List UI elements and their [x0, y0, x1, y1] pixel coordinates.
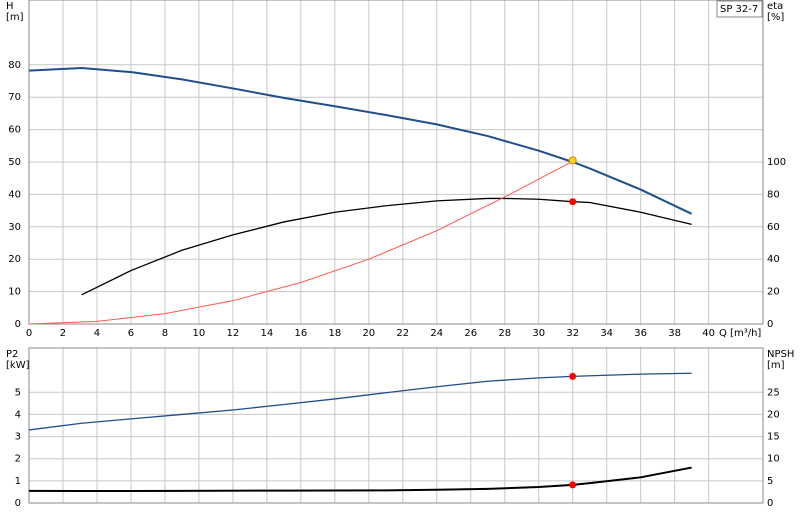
x-tick-label: 28 [498, 328, 511, 339]
x-axis-label: Q [m³/h] [719, 328, 761, 339]
x-tick-label: 12 [227, 328, 240, 339]
y2-tick-label: 15 [767, 432, 780, 443]
y2-tick-label: 5 [767, 476, 773, 487]
y2-tick-label: 0 [767, 319, 773, 330]
y-axis-label: P2 [6, 349, 18, 360]
x-tick-label: 18 [328, 328, 341, 339]
y-tick-label: 50 [8, 157, 21, 168]
y-tick-label: 40 [8, 189, 21, 200]
y-tick-label: 0 [15, 319, 21, 330]
y2-tick-label: 25 [767, 387, 780, 398]
x-tick-label: 34 [600, 328, 613, 339]
y2-tick-label: 20 [767, 287, 780, 298]
y-tick-label: 2 [15, 454, 21, 465]
x-tick-label: 20 [362, 328, 375, 339]
y-tick-label: 0 [15, 498, 21, 509]
y-tick-label: 3 [15, 432, 21, 443]
curve [28, 67, 693, 215]
duty-point [569, 481, 577, 489]
y-tick-label: 80 [8, 60, 21, 71]
y-tick-label: 20 [8, 254, 21, 265]
duty-point [569, 372, 577, 380]
y2-axis-unit: [%] [767, 12, 784, 23]
y2-tick-label: 10 [767, 454, 780, 465]
x-tick-label: 6 [128, 328, 134, 339]
x-tick-label: 16 [294, 328, 307, 339]
y-axis-label: H [6, 1, 14, 12]
x-tick-label: 24 [430, 328, 443, 339]
y2-tick-label: 80 [767, 189, 780, 200]
x-tick-label: 30 [532, 328, 545, 339]
plot-frame [28, 0, 764, 325]
curve [28, 466, 692, 493]
y2-tick-label: 60 [767, 222, 780, 233]
duty-point [568, 156, 577, 165]
title-box [716, 0, 763, 18]
x-tick-label: 10 [193, 328, 206, 339]
y2-tick-label: 20 [767, 409, 780, 420]
duty-point [569, 198, 577, 206]
plot-frame [28, 347, 764, 504]
y-axis-unit: [kW] [6, 360, 30, 371]
y2-tick-label: 40 [767, 254, 780, 265]
x-tick-label: 36 [634, 328, 647, 339]
chart-title: SP 32-7 [720, 4, 758, 15]
y-axis-unit: [m] [6, 12, 24, 23]
y-tick-label: 1 [15, 476, 21, 487]
x-tick-label: 8 [162, 328, 168, 339]
y2-axis-label: eta [767, 1, 783, 12]
y-tick-label: 4 [15, 409, 21, 420]
x-tick-label: 2 [60, 328, 66, 339]
y-tick-label: 70 [8, 92, 21, 103]
curve [28, 160, 573, 325]
x-tick-label: 0 [26, 328, 32, 339]
curve [81, 197, 692, 296]
curve [28, 372, 692, 431]
x-tick-label: 14 [261, 328, 274, 339]
x-tick-label: 32 [566, 328, 579, 339]
y2-tick-label: 0 [767, 498, 773, 509]
x-tick-label: 26 [464, 328, 477, 339]
x-tick-label: 40 [702, 328, 715, 339]
y-tick-label: 5 [15, 387, 21, 398]
x-tick-label: 22 [396, 328, 409, 339]
y-tick-label: 60 [8, 125, 21, 136]
x-tick-label: 4 [94, 328, 100, 339]
y-tick-label: 10 [8, 287, 21, 298]
y2-tick-label: 100 [767, 157, 786, 168]
y-tick-label: 30 [8, 222, 21, 233]
x-tick-label: 38 [668, 328, 681, 339]
y2-axis-label: NPSH [767, 349, 794, 360]
y2-axis-unit: [m] [767, 360, 785, 371]
